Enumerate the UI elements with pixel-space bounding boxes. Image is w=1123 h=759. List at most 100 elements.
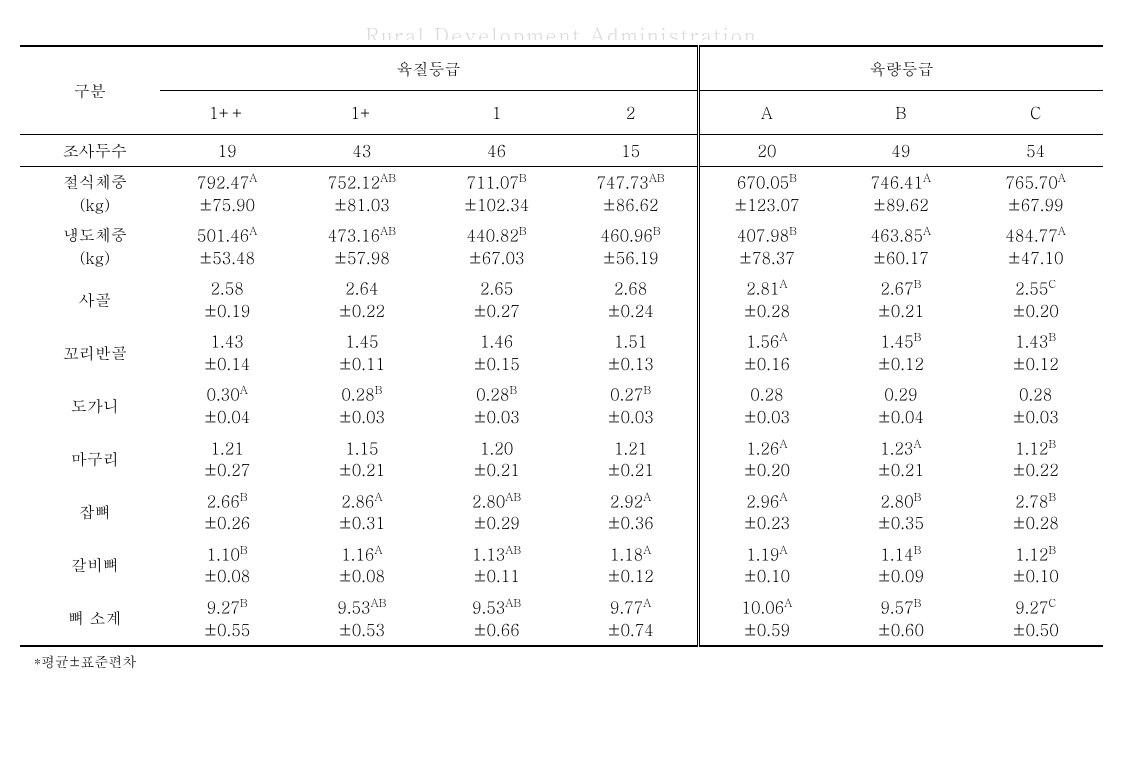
kb-A: 1.56A±0.16 [699, 326, 834, 379]
fasting-weight-label: 절식체중(kg) [20, 167, 160, 221]
sg-B: 2.67B±0.21 [834, 273, 969, 326]
cold-carcass-row: 냉도체중(kg) 501.46A±53.48 473.16AB±57.98 44… [20, 220, 1103, 273]
bt-1pp: 9.27B±0.55 [160, 592, 295, 646]
count-1pp: 19 [160, 135, 295, 167]
kkoribangol-row: 꼬리반골 1.43±0.14 1.45±0.11 1.46±0.15 1.51±… [20, 326, 1103, 379]
dogani-label: 도가니 [20, 379, 160, 432]
count-2: 15 [564, 135, 699, 167]
dg-B: 0.29±0.04 [834, 379, 969, 432]
mg-B: 1.23A±0.21 [834, 433, 969, 486]
dg-1p: 0.28B±0.03 [295, 379, 430, 432]
gb-A: 1.19A±0.10 [699, 539, 834, 592]
jp-1pp: 2.66B±0.26 [160, 486, 295, 539]
mg-C: 1.12B±0.22 [968, 433, 1103, 486]
col-B: B [834, 91, 969, 135]
category-header: 구분 [20, 46, 160, 135]
col-C: C [968, 91, 1103, 135]
jp-1: 2.80AB±0.29 [429, 486, 564, 539]
cc-2: 460.96B±56.19 [564, 220, 699, 273]
sg-2: 2.68±0.24 [564, 273, 699, 326]
bone-total-label: 뼈 소계 [20, 592, 160, 646]
japppyeo-row: 잡뼈 2.66B±0.26 2.86A±0.31 2.80AB±0.29 2.9… [20, 486, 1103, 539]
dg-A: 0.28±0.03 [699, 379, 834, 432]
cc-C: 484.77A±47.10 [968, 220, 1103, 273]
galbippyeo-row: 갈비뼈 1.10B±0.08 1.16A±0.08 1.13AB±0.11 1.… [20, 539, 1103, 592]
watermark-text: Rural Development Administration [20, 20, 1103, 40]
header-row-2: 1++ 1+ 1 2 A B C [20, 91, 1103, 135]
sg-C: 2.55C±0.20 [968, 273, 1103, 326]
kkoribangol-label: 꼬리반골 [20, 326, 160, 379]
gb-1: 1.13AB±0.11 [429, 539, 564, 592]
mg-1pp: 1.21±0.27 [160, 433, 295, 486]
col-1: 1 [429, 91, 564, 135]
fw-2: 747.73AB±86.62 [564, 167, 699, 221]
count-1p: 43 [295, 135, 430, 167]
cc-1: 440.82B±67.03 [429, 220, 564, 273]
data-table: 구분 육질등급 육량등급 1++ 1+ 1 2 A B C 조사두수 19 43… [20, 45, 1103, 647]
fasting-weight-row: 절식체중(kg) 792.47A±75.90 752.12AB±81.03 71… [20, 167, 1103, 221]
bone-total-row: 뼈 소계 9.27B±0.55 9.53AB±0.53 9.53AB±0.66 … [20, 592, 1103, 646]
maguri-label: 마구리 [20, 433, 160, 486]
mg-1: 1.20±0.21 [429, 433, 564, 486]
jp-A: 2.96A±0.23 [699, 486, 834, 539]
jp-2: 2.92A±0.36 [564, 486, 699, 539]
sg-1pp: 2.58±0.19 [160, 273, 295, 326]
galbippyeo-label: 갈비뼈 [20, 539, 160, 592]
sg-1: 2.65±0.27 [429, 273, 564, 326]
fw-1p: 752.12AB±81.03 [295, 167, 430, 221]
gb-C: 1.12B±0.10 [968, 539, 1103, 592]
jp-B: 2.80B±0.35 [834, 486, 969, 539]
bt-B: 9.57B±0.60 [834, 592, 969, 646]
gb-B: 1.14B±0.09 [834, 539, 969, 592]
count-1: 46 [429, 135, 564, 167]
mg-1p: 1.15±0.21 [295, 433, 430, 486]
gb-1p: 1.16A±0.08 [295, 539, 430, 592]
cc-1p: 473.16AB±57.98 [295, 220, 430, 273]
quality-grade-header: 육질등급 [160, 46, 699, 91]
header-row-1: 구분 육질등급 육량등급 [20, 46, 1103, 91]
jp-C: 2.78B±0.28 [968, 486, 1103, 539]
dg-2: 0.27B±0.03 [564, 379, 699, 432]
dg-1pp: 0.30A±0.04 [160, 379, 295, 432]
col-A: A [699, 91, 834, 135]
fw-A: 670.05B±123.07 [699, 167, 834, 221]
count-label: 조사두수 [20, 135, 160, 167]
kb-C: 1.43B±0.12 [968, 326, 1103, 379]
cc-B: 463.85A±60.17 [834, 220, 969, 273]
count-A: 20 [699, 135, 834, 167]
kb-1: 1.46±0.15 [429, 326, 564, 379]
maguri-row: 마구리 1.21±0.27 1.15±0.21 1.20±0.21 1.21±0… [20, 433, 1103, 486]
yield-grade-header: 육량등급 [699, 46, 1103, 91]
bt-C: 9.27C±0.50 [968, 592, 1103, 646]
fw-1pp: 792.47A±75.90 [160, 167, 295, 221]
bt-A: 10.06A±0.59 [699, 592, 834, 646]
col-1p: 1+ [295, 91, 430, 135]
fw-1: 711.07B±102.34 [429, 167, 564, 221]
col-2: 2 [564, 91, 699, 135]
bt-2: 9.77A±0.74 [564, 592, 699, 646]
dg-1: 0.28B±0.03 [429, 379, 564, 432]
fw-C: 765.70A±67.99 [968, 167, 1103, 221]
kb-1pp: 1.43±0.14 [160, 326, 295, 379]
jp-1p: 2.86A±0.31 [295, 486, 430, 539]
bt-1p: 9.53AB±0.53 [295, 592, 430, 646]
dogani-row: 도가니 0.30A±0.04 0.28B±0.03 0.28B±0.03 0.2… [20, 379, 1103, 432]
kb-2: 1.51±0.13 [564, 326, 699, 379]
count-B: 49 [834, 135, 969, 167]
cc-A: 407.98B±78.37 [699, 220, 834, 273]
mg-A: 1.26A±0.20 [699, 433, 834, 486]
dg-C: 0.28±0.03 [968, 379, 1103, 432]
gb-1pp: 1.10B±0.08 [160, 539, 295, 592]
count-C: 54 [968, 135, 1103, 167]
sagol-label: 사골 [20, 273, 160, 326]
kb-1p: 1.45±0.11 [295, 326, 430, 379]
mg-2: 1.21±0.21 [564, 433, 699, 486]
cold-carcass-label: 냉도체중(kg) [20, 220, 160, 273]
cc-1pp: 501.46A±53.48 [160, 220, 295, 273]
japppyeo-label: 잡뼈 [20, 486, 160, 539]
bt-1: 9.53AB±0.66 [429, 592, 564, 646]
sagol-row: 사골 2.58±0.19 2.64±0.22 2.65±0.27 2.68±0.… [20, 273, 1103, 326]
sg-A: 2.81A±0.28 [699, 273, 834, 326]
kb-B: 1.45B±0.12 [834, 326, 969, 379]
col-1pp: 1++ [160, 91, 295, 135]
